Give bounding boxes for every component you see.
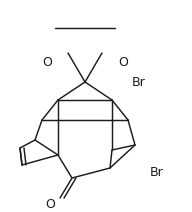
- Text: Br: Br: [132, 75, 146, 88]
- Text: O: O: [45, 198, 55, 211]
- Text: O: O: [118, 57, 128, 70]
- Text: Br: Br: [150, 166, 164, 179]
- Text: O: O: [42, 57, 52, 70]
